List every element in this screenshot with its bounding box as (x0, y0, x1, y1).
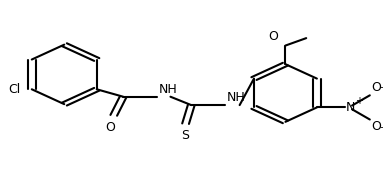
Text: O: O (268, 30, 278, 43)
Text: N: N (346, 101, 355, 114)
Text: Cl: Cl (8, 83, 20, 96)
Text: NH: NH (227, 91, 246, 104)
Text: S: S (182, 129, 190, 142)
Text: O: O (105, 121, 115, 134)
Text: O: O (372, 81, 381, 94)
Text: +: + (355, 97, 363, 106)
Text: -: - (379, 83, 383, 93)
Text: NH: NH (159, 83, 178, 96)
Text: O: O (372, 121, 381, 133)
Text: -: - (379, 122, 383, 132)
